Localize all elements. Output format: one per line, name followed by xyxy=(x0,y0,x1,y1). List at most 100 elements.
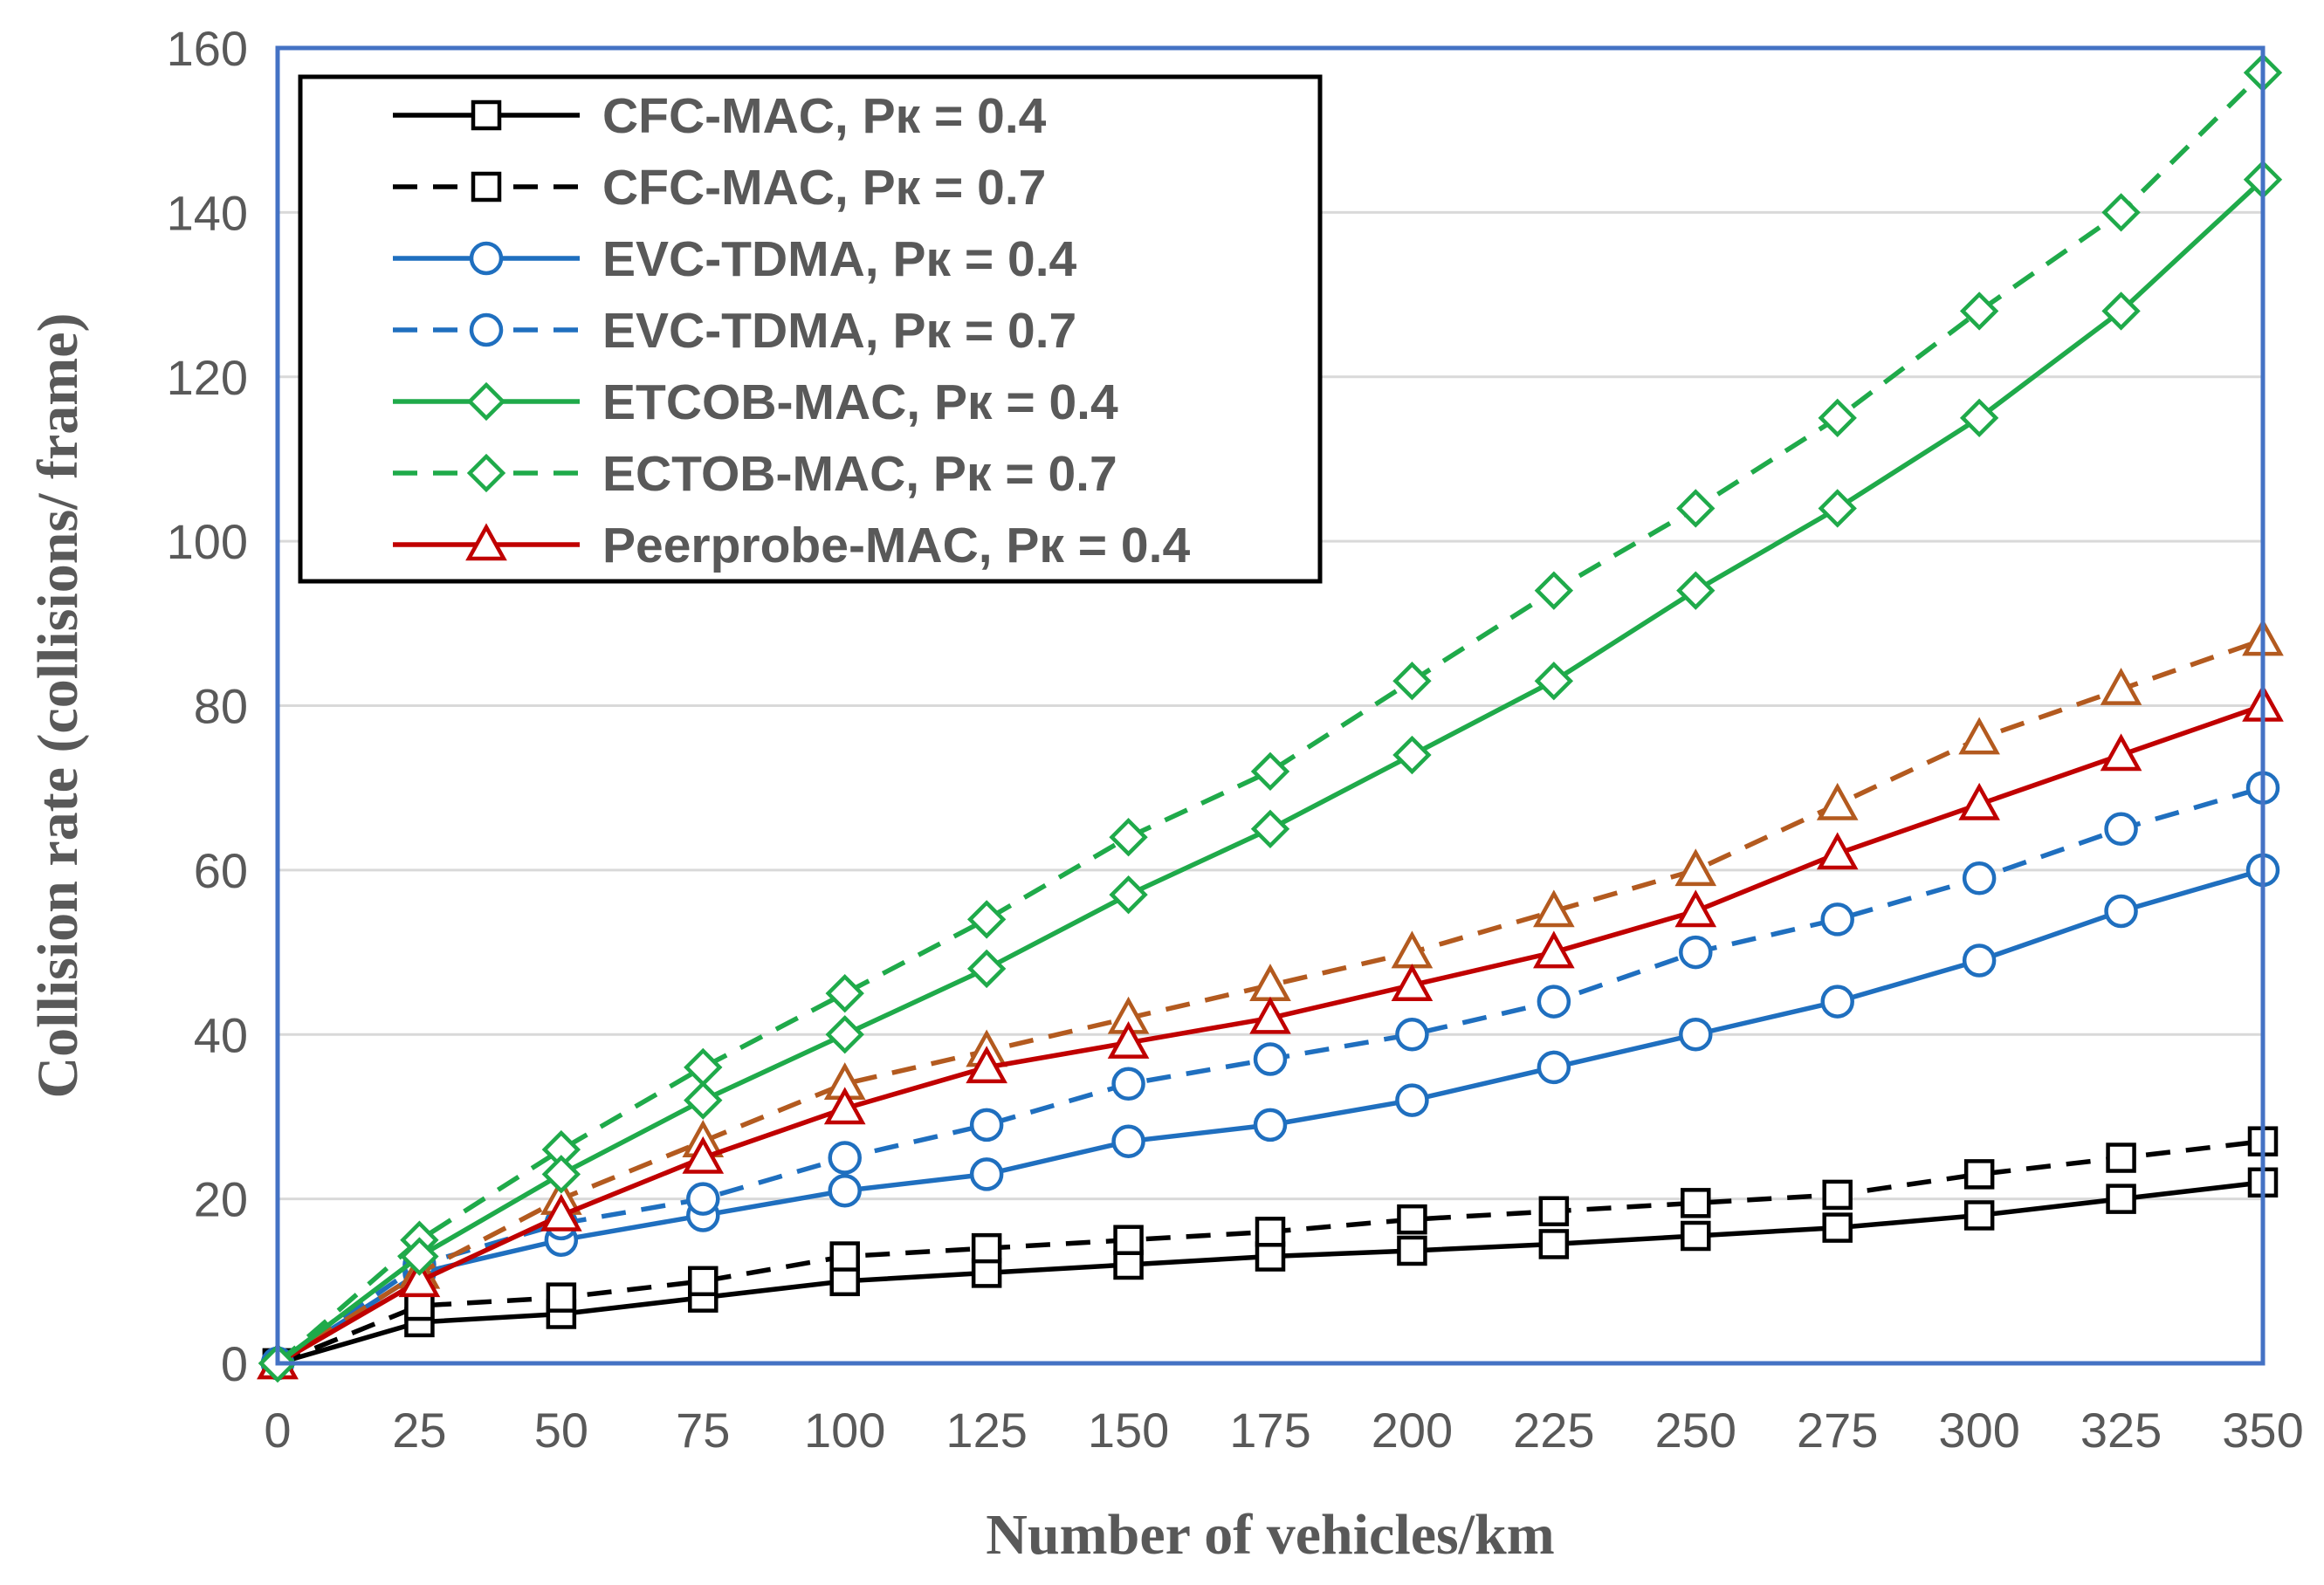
legend-swatch-marker-6 xyxy=(465,523,507,561)
x-tick-label-200: 200 xyxy=(1372,1403,1453,1458)
series-1-point-1 xyxy=(404,1290,435,1321)
series-3-point-8 xyxy=(1395,1018,1429,1052)
series-6-point-12 xyxy=(1958,782,2000,820)
series-4-point-13 xyxy=(2101,292,2141,331)
series-6-point-4 xyxy=(823,1087,866,1125)
series-3-point-10 xyxy=(1679,935,1713,970)
series-0-point-7 xyxy=(1255,1241,1286,1272)
series-1-point-5 xyxy=(971,1232,1002,1264)
legend-label-4: ETCOB-MAC, Pк = 0.4 xyxy=(602,374,1118,430)
legend-entry-6: Peerprobe-MAC, Pк = 0.4 xyxy=(393,518,1190,573)
series-3-point-3 xyxy=(686,1182,720,1216)
legend-label-2: EVC-TDMA, Pк = 0.4 xyxy=(602,231,1077,287)
x-axis-title: Number of vehicles/km xyxy=(986,1503,1554,1567)
series-1-point-8 xyxy=(1397,1204,1427,1235)
series-2-point-11 xyxy=(1820,985,1854,1019)
series-line-7 xyxy=(276,637,2264,1366)
series-1-point-13 xyxy=(2106,1142,2136,1173)
series-2-point-4 xyxy=(828,1173,862,1208)
legend-label-3: EVC-TDMA, Pк = 0.7 xyxy=(602,303,1076,359)
series-5-point-5 xyxy=(966,900,1007,939)
y-tick-label-60: 60 xyxy=(194,843,248,898)
legend-swatch-marker-4 xyxy=(466,381,506,422)
series-5-point-7 xyxy=(1250,751,1290,792)
plot-area-border xyxy=(275,45,2266,1366)
series-6-point-9 xyxy=(1533,930,1575,969)
series-3-point-13 xyxy=(2104,812,2138,847)
series-7-point-11 xyxy=(1816,782,1859,820)
series-6-point-3 xyxy=(682,1136,725,1174)
series-1-point-12 xyxy=(1963,1159,1995,1190)
x-tick-label-275: 275 xyxy=(1797,1403,1878,1458)
series-7-point-10 xyxy=(1674,848,1717,887)
legend-swatch-marker-2 xyxy=(469,241,504,276)
series-2-point-6 xyxy=(1111,1124,1145,1158)
legend-swatch-marker-0 xyxy=(471,99,502,131)
legend-entry-3: EVC-TDMA, Pк = 0.7 xyxy=(393,303,1076,359)
series-4-point-6 xyxy=(1109,875,1148,915)
series-7-point-9 xyxy=(1533,889,1575,928)
x-tick-label-175: 175 xyxy=(1229,1403,1310,1458)
series-0-point-4 xyxy=(829,1266,860,1297)
y-tick-label-20: 20 xyxy=(194,1172,248,1227)
series-6-point-1 xyxy=(398,1259,441,1298)
series-0-point-12 xyxy=(1963,1200,1995,1231)
series-1 xyxy=(262,1126,2279,1379)
x-tick-label-0: 0 xyxy=(264,1403,291,1458)
x-tick-label-100: 100 xyxy=(804,1403,885,1458)
series-7-point-13 xyxy=(2100,668,2142,705)
legend-entry-4: ETCOB-MAC, Pк = 0.4 xyxy=(393,374,1118,430)
legend-swatch-marker-5 xyxy=(466,453,506,493)
series-4-point-7 xyxy=(1250,809,1290,848)
series-0-point-6 xyxy=(1113,1249,1144,1280)
x-tick-label-300: 300 xyxy=(1938,1403,2019,1458)
series-5-point-11 xyxy=(1818,398,1857,438)
series-0-point-11 xyxy=(1822,1212,1853,1243)
series-5-point-6 xyxy=(1109,818,1148,857)
series-6-point-11 xyxy=(1816,832,1859,870)
series-1-point-10 xyxy=(1681,1188,1711,1218)
series-4-point-2 xyxy=(541,1155,581,1194)
series-5-point-9 xyxy=(1534,571,1574,610)
series-0-point-10 xyxy=(1681,1220,1711,1252)
y-tick-label-40: 40 xyxy=(194,1007,248,1062)
series-layer xyxy=(257,53,2284,1383)
legend-label-6: Peerprobe-MAC, Pк = 0.4 xyxy=(602,518,1190,573)
series-1-point-4 xyxy=(829,1241,860,1272)
series-2-point-7 xyxy=(1253,1108,1288,1142)
series-7 xyxy=(257,618,2284,1380)
y-axis-title: Collision rate (collisions/ frame) xyxy=(26,312,90,1098)
series-6-point-10 xyxy=(1674,889,1717,928)
series-2-point-12 xyxy=(1962,943,1997,978)
series-1-point-9 xyxy=(1538,1196,1570,1227)
legend-entry-5: ECTOB-MAC, Pк = 0.7 xyxy=(393,446,1117,502)
legend-entry-2: EVC-TDMA, Pк = 0.4 xyxy=(393,231,1077,287)
x-tick-label-25: 25 xyxy=(392,1403,446,1458)
series-6-point-5 xyxy=(966,1046,1007,1084)
legend-label-1: CFC-MAC, Pк = 0.7 xyxy=(602,160,1046,216)
series-4-point-11 xyxy=(1818,489,1857,528)
series-4-point-10 xyxy=(1676,571,1715,610)
series-1-point-2 xyxy=(546,1282,577,1313)
series-5-point-10 xyxy=(1676,489,1715,528)
x-tick-label-350: 350 xyxy=(2222,1403,2303,1458)
series-3-point-7 xyxy=(1253,1042,1288,1076)
x-tick-label-250: 250 xyxy=(1655,1403,1736,1458)
series-2-point-10 xyxy=(1679,1018,1713,1052)
series-6-point-2 xyxy=(540,1193,582,1232)
legend: CFC-MAC, Pк = 0.4 CFC-MAC, Pк = 0.7 EVC-TD… xyxy=(298,74,1323,584)
series-0-point-9 xyxy=(1538,1229,1570,1259)
series-1-point-11 xyxy=(1822,1179,1853,1211)
legend-entry-0: CFC-MAC, Pк = 0.4 xyxy=(393,88,1047,144)
legend-swatch-marker-1 xyxy=(471,171,502,202)
series-4-point-12 xyxy=(1959,398,1999,438)
series-2-point-8 xyxy=(1395,1083,1429,1117)
series-4-point-1 xyxy=(400,1237,439,1276)
series-1-point-6 xyxy=(1113,1225,1144,1255)
series-3-point-4 xyxy=(828,1141,862,1175)
series-6-point-6 xyxy=(1107,1021,1150,1059)
series-3-point-5 xyxy=(969,1108,1004,1142)
series-line-5 xyxy=(276,71,2265,1366)
series-2-point-5 xyxy=(969,1157,1004,1191)
